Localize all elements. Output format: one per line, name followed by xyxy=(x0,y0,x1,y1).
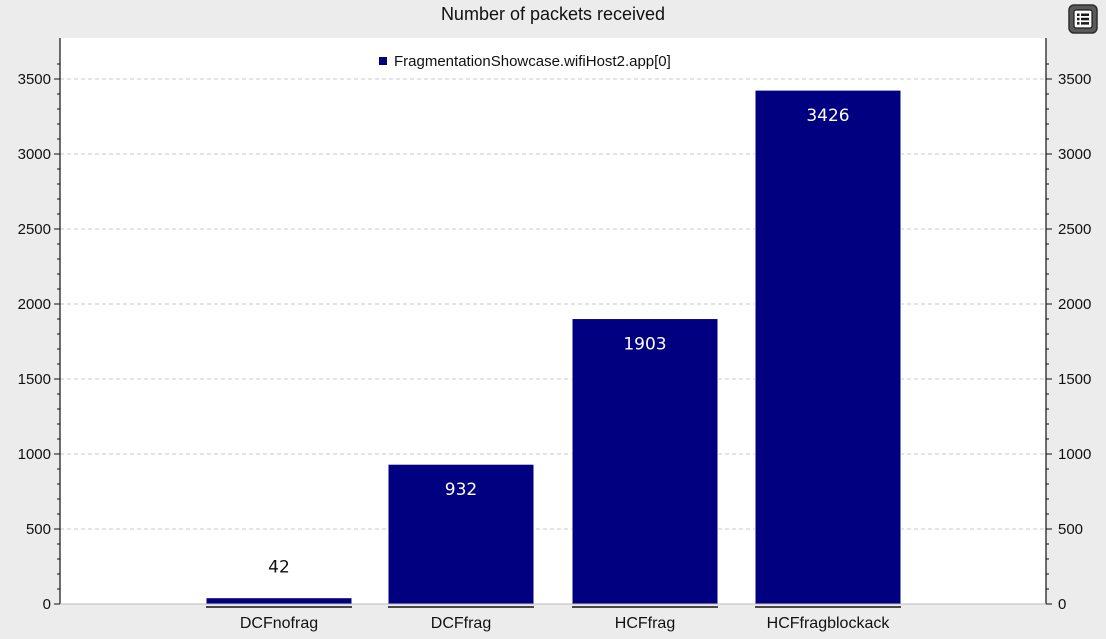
legend-swatch xyxy=(379,57,387,65)
y-tick-label-right: 1500 xyxy=(1058,371,1091,388)
y-tick-label-left: 3500 xyxy=(18,71,51,88)
y-tick-label-left: 1000 xyxy=(18,446,51,463)
y-tick-label-left: 500 xyxy=(26,521,51,538)
legend[interactable]: FragmentationShowcase.wifiHost2.app[0] xyxy=(379,53,671,70)
x-category-label: DCFfrag xyxy=(431,615,491,632)
bar-dcfnofrag[interactable] xyxy=(205,597,353,605)
bar-value-label: 932 xyxy=(445,480,477,500)
list-menu-icon xyxy=(1068,4,1098,34)
y-tick-label-right: 3000 xyxy=(1058,146,1091,163)
bar-value-label: 3426 xyxy=(806,106,849,126)
y-tick-label-left: 2000 xyxy=(18,296,51,313)
legend-label: FragmentationShowcase.wifiHost2.app[0] xyxy=(394,53,671,70)
bars: 42 932 1903 3426 xyxy=(205,89,902,605)
y-tick-label-right: 500 xyxy=(1058,521,1083,538)
y-tick-label-left: 3000 xyxy=(18,146,51,163)
bar-value-label: 1903 xyxy=(623,335,666,355)
y-tick-label-left: 1500 xyxy=(18,371,51,388)
y-tick-label-right: 1000 xyxy=(1058,446,1091,463)
y-tick-label-left: 0 xyxy=(43,596,51,613)
chart-menu-button[interactable] xyxy=(1068,4,1098,34)
x-category-label: HCFfrag xyxy=(615,615,675,632)
bar-value-label: 42 xyxy=(268,558,290,578)
chart-title: Number of packets received xyxy=(441,4,665,24)
y-tick-label-right: 3500 xyxy=(1058,71,1091,88)
y-tick-label-right: 2000 xyxy=(1058,296,1091,313)
axes: 0 0 500 500 1000 1000 1500 1500 2000 2000 2500 2500… xyxy=(18,38,1091,632)
x-category-label: HCFfragblockack xyxy=(767,615,891,632)
y-tick-label-right: 2500 xyxy=(1058,221,1091,238)
bar-hcffragblockack[interactable] xyxy=(754,89,902,605)
x-category-label: DCFnofrag xyxy=(240,615,318,632)
y-tick-label-left: 2500 xyxy=(18,221,51,238)
y-tick-label-right: 0 xyxy=(1058,596,1066,613)
bar-hcffrag[interactable] xyxy=(571,318,719,605)
